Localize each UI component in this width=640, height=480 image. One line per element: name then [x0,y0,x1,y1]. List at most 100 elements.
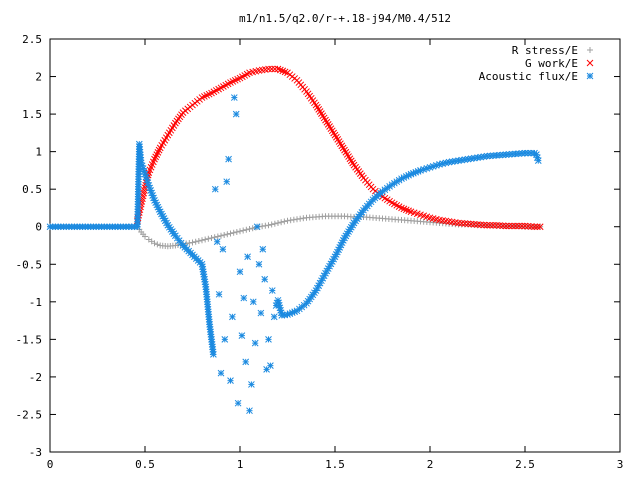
data-point [142,233,148,240]
x-tick-label: 1 [237,458,244,471]
data-point [189,239,196,246]
x-tick-label: 0.5 [135,458,155,471]
data-point [246,407,253,415]
y-tick-label: 0 [35,221,42,234]
data-point [271,65,279,73]
y-tick-label: -1.5 [16,333,43,346]
legend-label: Acoustic flux/E [479,70,578,83]
data-point [505,151,513,158]
data-point [249,298,257,306]
data-point [489,221,497,229]
y-tick-label: 2.5 [22,33,42,46]
data-point [230,94,238,101]
legend-marker [587,47,593,53]
data-point [232,110,240,118]
data-point [223,178,231,186]
x-tick-label: 1.5 [325,458,345,471]
y-tick-label: 1 [35,146,42,159]
legend-label: R stress/E [512,44,578,57]
legend-label: G work/E [525,57,578,70]
data-point [240,227,247,234]
data-point [287,217,294,224]
data-point [265,222,272,229]
data-point [218,232,224,239]
data-point [174,241,181,248]
data-point [270,313,278,321]
data-point [205,235,212,242]
data-point [268,221,275,228]
data-point [234,399,242,407]
data-point [534,157,542,165]
data-point [255,260,263,268]
data-point [502,222,510,230]
data-point [154,241,161,248]
data-point [214,233,221,240]
data-point [244,253,251,261]
data-point [202,236,209,243]
legend-marker [586,59,594,67]
data-point [246,225,253,232]
data-point [265,65,272,73]
data-point [483,221,491,229]
data-point [508,222,516,230]
data-point [233,228,240,235]
data-point [211,185,219,193]
data-point [512,222,519,230]
data-point [262,222,269,229]
data-point [251,339,259,347]
y-tick-label: -1 [29,296,42,309]
data-point [172,242,179,249]
data-point [213,238,221,246]
data-point [267,362,274,369]
data-point [248,381,255,388]
data-point [240,294,248,302]
data-point [151,240,158,247]
data-point [217,369,225,377]
data-point [249,225,256,232]
data-point [227,230,234,237]
data-point [300,215,307,222]
data-point [230,229,237,236]
legend-marker [586,72,594,80]
data-point [284,217,291,224]
data-point [210,351,217,358]
data-point [221,231,228,238]
y-tick-label: -2.5 [16,408,43,421]
data-point [536,223,544,231]
data-point [268,287,276,294]
data-point [259,223,266,230]
data-point [219,245,227,253]
data-point [229,313,236,321]
data-point [275,219,281,226]
data-point [278,219,285,226]
data-point [224,231,231,238]
data-point [227,377,234,385]
data-point [238,332,246,339]
data-point [297,215,304,222]
data-point [236,268,244,276]
data-point [533,223,541,231]
data-point [261,275,269,283]
data-point [531,223,538,231]
data-point [257,309,265,317]
data-point [505,222,513,230]
data-point [186,239,193,246]
data-point [271,220,278,227]
data-point [253,223,261,231]
y-tick-label: -3 [29,446,42,459]
data-point [486,221,494,229]
data-point [225,155,232,163]
chart-title: m1/n1.5/q2.0/r-+.18-j94/M0.4/512 [239,12,451,25]
data-marks [46,65,544,415]
data-point [290,216,297,223]
data-point [243,226,250,233]
y-tick-label: -2 [29,371,42,384]
data-point [518,222,526,230]
x-tick-label: 0 [47,458,54,471]
y-tick-label: -0.5 [16,258,43,271]
data-point [281,218,288,225]
data-point [294,216,300,223]
